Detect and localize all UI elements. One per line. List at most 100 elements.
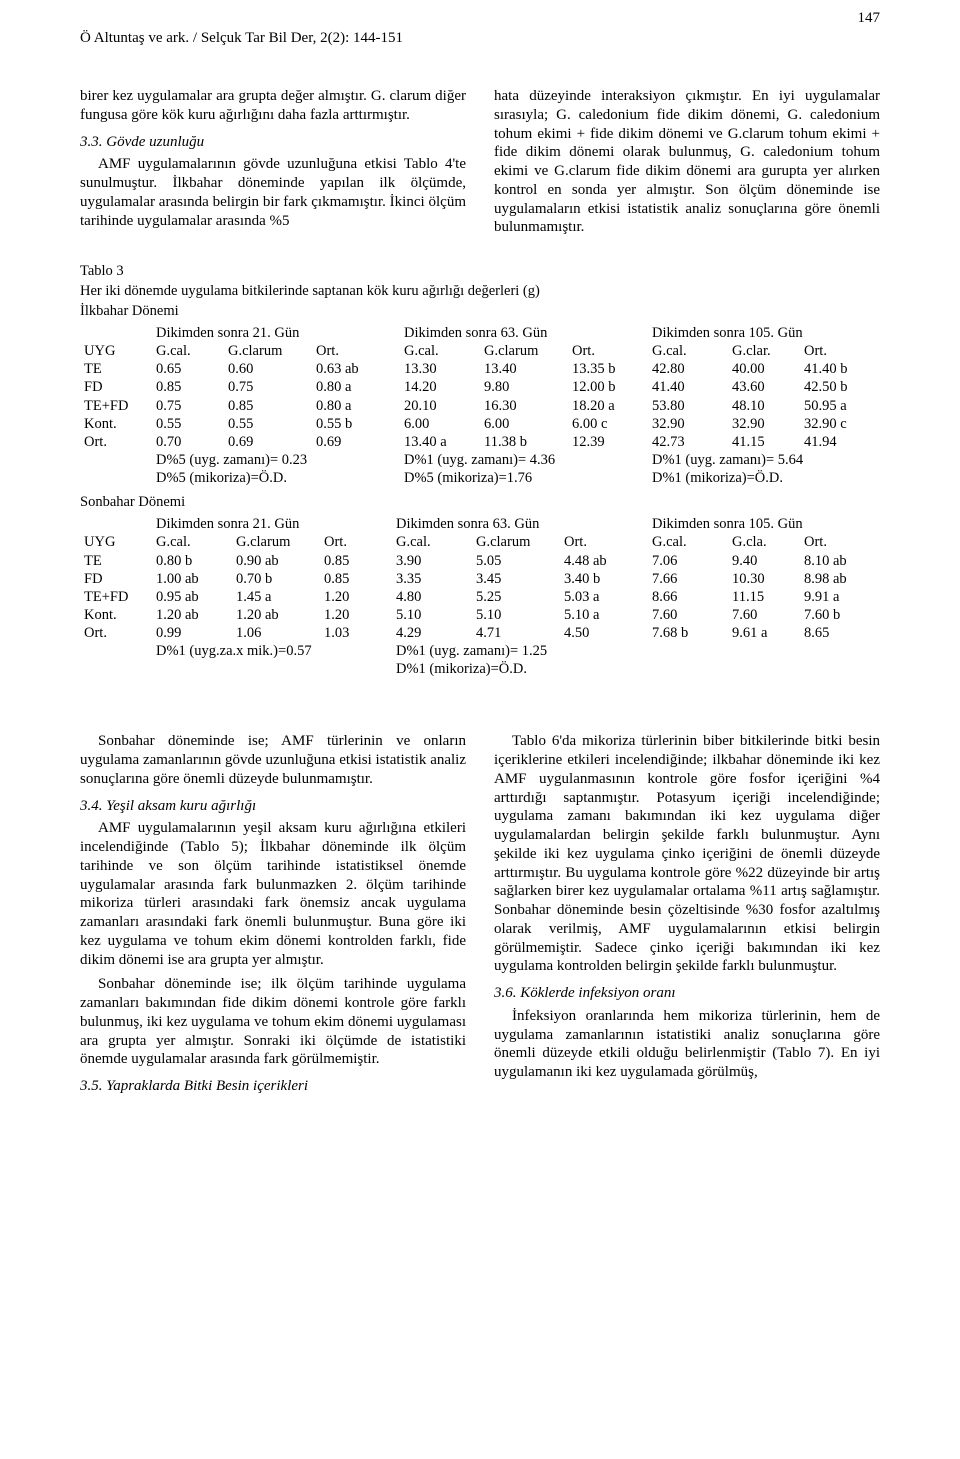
- cell: 0.80 a: [312, 378, 400, 396]
- subsection-heading: 3.4. Yeşil aksam kuru ağırlığı: [80, 797, 466, 816]
- cell: 6.00: [480, 415, 568, 433]
- cell: 48.10: [728, 397, 800, 415]
- cell: 42.80: [648, 360, 728, 378]
- cell: 0.60: [224, 360, 312, 378]
- cell: 1.45 a: [232, 588, 320, 606]
- col-header: G.cal.: [648, 533, 728, 551]
- cell: 0.85: [224, 397, 312, 415]
- stat-cell: D%1 (uyg. zamanı)= 4.36: [400, 451, 648, 469]
- subsection-heading: 3.6. Köklerde infeksiyon oranı: [494, 984, 880, 1003]
- cell: 9.80: [480, 378, 568, 396]
- cell: 12.39: [568, 433, 648, 451]
- col-header-row: UYG G.cal. G.clarum Ort. G.cal. G.clarum…: [80, 533, 880, 551]
- table-caption: Her iki dönemde uygulama bitkilerinde sa…: [80, 282, 880, 300]
- stats-row: D%1 (uyg.za.x mik.)=0.57 D%1 (uyg. zaman…: [80, 642, 880, 660]
- para: AMF uygulamalarının gövde uzunluğuna etk…: [80, 155, 466, 230]
- cell: Kont.: [80, 606, 152, 624]
- cell: 3.35: [392, 570, 472, 588]
- table3-block: Tablo 3 Her iki dönemde uygulama bitkile…: [80, 262, 880, 679]
- running-head: Ö Altuntaş ve ark. / Selçuk Tar Bil Der,…: [80, 30, 880, 47]
- page: 147 Ö Altuntaş ve ark. / Selçuk Tar Bil …: [0, 0, 960, 1146]
- col-header: G.cal.: [152, 533, 232, 551]
- stat-cell: D%1 (uyg. zamanı)= 5.64: [648, 451, 880, 469]
- stat-cell: D%1 (uyg. zamanı)= 1.25: [392, 642, 648, 660]
- col-header: Ort.: [800, 533, 880, 551]
- cell: 0.70: [152, 433, 224, 451]
- cell: FD: [80, 378, 152, 396]
- col-header: G.clarum: [232, 533, 320, 551]
- col-header: Ort.: [568, 342, 648, 360]
- sec-num: 3.3.: [80, 134, 106, 150]
- table-row: TE0.650.600.63 ab13.3013.4013.35 b42.804…: [80, 360, 880, 378]
- cell: 10.30: [728, 570, 800, 588]
- top-text-columns: birer kez uygulamalar ara grupta değer a…: [80, 87, 880, 240]
- cell: 18.20 a: [568, 397, 648, 415]
- sec-num: 3.4.: [80, 798, 106, 814]
- para: Sonbahar döneminde ise; ilk ölçüm tarihi…: [80, 975, 466, 1069]
- cell: 0.69: [224, 433, 312, 451]
- cell: 8.66: [648, 588, 728, 606]
- cell: 42.50 b: [800, 378, 880, 396]
- cell: 41.40: [648, 378, 728, 396]
- group-header: Dikimden sonra 21. Gün: [152, 322, 400, 342]
- cell: 0.75: [224, 378, 312, 396]
- col-header: UYG: [80, 533, 152, 551]
- cell: 13.40 a: [400, 433, 480, 451]
- cell: 0.85: [320, 570, 392, 588]
- cell: 11.15: [728, 588, 800, 606]
- group-header: Dikimden sonra 21. Gün: [152, 513, 392, 533]
- cell: TE+FD: [80, 588, 152, 606]
- sec-num: 3.5.: [80, 1078, 106, 1094]
- cell: 8.10 ab: [800, 552, 880, 570]
- cell: 9.61 a: [728, 624, 800, 642]
- para: Tablo 6'da mikoriza türlerinin biber bit…: [494, 732, 880, 976]
- cell: 1.20 ab: [152, 606, 232, 624]
- table-row: Kont.1.20 ab1.20 ab1.205.105.105.10 a7.6…: [80, 606, 880, 624]
- table-row: FD0.850.750.80 a14.209.8012.00 b41.4043.…: [80, 378, 880, 396]
- cell: 13.30: [400, 360, 480, 378]
- cell: 1.20: [320, 588, 392, 606]
- stat-cell: [648, 642, 880, 660]
- group-header: Dikimden sonra 105. Gün: [648, 513, 880, 533]
- cell: 41.15: [728, 433, 800, 451]
- cell: 4.50: [560, 624, 648, 642]
- cell: 12.00 b: [568, 378, 648, 396]
- cell: 0.99: [152, 624, 232, 642]
- cell: 42.73: [648, 433, 728, 451]
- cell: 1.06: [232, 624, 320, 642]
- cell: 0.75: [152, 397, 224, 415]
- group-header-row: Dikimden sonra 21. Gün Dikimden sonra 63…: [80, 513, 880, 533]
- stat-cell: D%1 (mikoriza)=Ö.D.: [648, 469, 880, 487]
- cell: TE: [80, 360, 152, 378]
- table-row: TE+FD0.95 ab1.45 a1.204.805.255.03 a8.66…: [80, 588, 880, 606]
- stat-cell: D%5 (mikoriza)=1.76: [400, 469, 648, 487]
- cell: 32.90: [728, 415, 800, 433]
- table-row: Kont.0.550.550.55 b6.006.006.00 c32.9032…: [80, 415, 880, 433]
- cell: FD: [80, 570, 152, 588]
- cell: 6.00 c: [568, 415, 648, 433]
- cell: 40.00: [728, 360, 800, 378]
- cell: 9.91 a: [800, 588, 880, 606]
- cell: 8.98 ab: [800, 570, 880, 588]
- cell: 1.20 ab: [232, 606, 320, 624]
- subsection-heading: 3.5. Yapraklarda Bitki Besin içerikleri: [80, 1077, 466, 1096]
- cell: 41.40 b: [800, 360, 880, 378]
- cell: Ort.: [80, 433, 152, 451]
- sec-title: Yapraklarda Bitki Besin içerikleri: [106, 1078, 308, 1094]
- group-header: Dikimden sonra 63. Gün: [400, 322, 648, 342]
- stats-row: D%1 (mikoriza)=Ö.D.: [80, 660, 880, 678]
- col-header: Ort.: [320, 533, 392, 551]
- stat-cell: [152, 660, 392, 678]
- table-row: FD1.00 ab0.70 b0.853.353.453.40 b7.6610.…: [80, 570, 880, 588]
- table-row: Ort.0.991.061.034.294.714.507.68 b9.61 a…: [80, 624, 880, 642]
- season-heading: Sonbahar Dönemi: [80, 493, 880, 511]
- sec-title: Köklerde infeksiyon oranı: [520, 985, 675, 1001]
- col-header: Ort.: [800, 342, 880, 360]
- cell: 1.03: [320, 624, 392, 642]
- cell: 13.40: [480, 360, 568, 378]
- cell: 14.20: [400, 378, 480, 396]
- stat-cell: D%5 (mikoriza)=Ö.D.: [152, 469, 400, 487]
- col-header: G.clarum: [472, 533, 560, 551]
- table-row: TE0.80 b0.90 ab0.853.905.054.48 ab7.069.…: [80, 552, 880, 570]
- table3-season2: Dikimden sonra 21. Gün Dikimden sonra 63…: [80, 513, 880, 678]
